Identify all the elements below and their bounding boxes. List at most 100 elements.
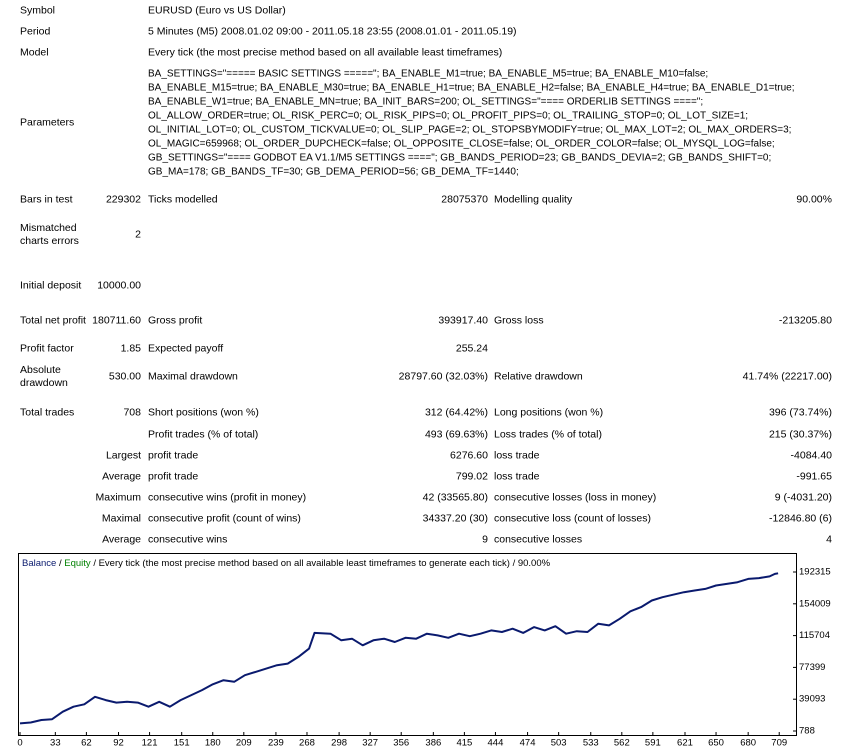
cell-label: consecutive losses (loss in money) <box>494 491 657 504</box>
chart-frame <box>18 553 797 736</box>
cell-label: Relative drawdown <box>494 370 583 383</box>
cell-value: 530.00 <box>108 370 141 383</box>
chart-title: Balance / Equity / Every tick (the most … <box>22 558 551 569</box>
cell-value: 396 (73.74%) <box>768 406 832 419</box>
cell-label: Maximal drawdown <box>148 370 238 383</box>
cell-label: profit trade <box>148 449 199 462</box>
parameters-line: BA_ENABLE_W1=true; BA_ENABLE_MN=true; BA… <box>148 96 704 108</box>
cell-label: consecutive loss (count of losses) <box>494 512 651 525</box>
cell-label: loss trade <box>494 470 540 483</box>
cell-value: -4084.40 <box>790 449 832 462</box>
cell-label: Expected payoff <box>148 342 224 355</box>
x-tick-label: 386 <box>425 738 441 749</box>
parameters-line: GB_SETTINGS="==== GODBOT EA V1.1/M5 SETT… <box>148 152 772 164</box>
cell-value: Maximal <box>101 512 141 525</box>
cell-value: 312 (64.42%) <box>424 406 488 419</box>
x-tick-label: 650 <box>708 738 724 749</box>
cell-label: Ticks modelled <box>148 193 218 206</box>
x-tick-label: 356 <box>393 738 409 749</box>
cell-value: 28797.60 (32.03%) <box>398 370 488 383</box>
cell-label: loss trade <box>494 449 540 462</box>
cell-value: 229302 <box>105 193 141 206</box>
cell-value: Maximum <box>95 491 141 504</box>
x-tick-label: 709 <box>771 738 787 749</box>
cell-value: 180711.60 <box>92 314 141 327</box>
cell-value: 9 (-4031.20) <box>774 491 832 504</box>
cell-label: Modelling quality <box>494 193 573 206</box>
balance-line <box>19 572 779 725</box>
legend-balance: Balance <box>22 558 56 569</box>
cell-label: Long positions (won %) <box>494 406 604 419</box>
y-tick-label: 788 <box>799 726 815 737</box>
parameters-line: BA_SETTINGS="===== BASIC SETTINGS ====="… <box>148 68 709 80</box>
x-tick-label: 239 <box>268 738 284 749</box>
cell-value: 799.02 <box>455 470 488 483</box>
cell-value: 34337.20 (30) <box>422 512 488 525</box>
separator: / <box>59 558 62 569</box>
cell-value: 28075370 <box>441 193 488 206</box>
cell-value: 2 <box>135 228 141 241</box>
cell-value: 41.74% (22217.00) <box>742 370 832 383</box>
cell-value: -991.65 <box>796 470 832 483</box>
x-tick-label: 268 <box>299 738 315 749</box>
cell-label: Every tick (the most precise method base… <box>148 46 503 59</box>
x-tick-label: 121 <box>142 738 158 749</box>
cell-label: Profit factor <box>20 342 74 355</box>
cell-value: Average <box>102 533 141 546</box>
y-tick-label: 77399 <box>799 662 825 673</box>
cell-label: Bars in test <box>20 193 73 206</box>
cell-label: Mismatched charts errors <box>20 222 79 247</box>
cell-label: 5 Minutes (M5) 2008.01.02 09:00 - 2011.0… <box>148 25 517 38</box>
cell-value: 215 (30.37%) <box>768 428 832 441</box>
cell-value: -12846.80 (6) <box>768 512 832 525</box>
x-tick-label: 444 <box>488 738 504 749</box>
cell-label: Total net profit <box>20 314 86 327</box>
cell-label: consecutive wins <box>148 533 228 546</box>
balance-chart: Balance / Equity / Every tick (the most … <box>17 553 831 749</box>
x-tick-label: 62 <box>81 738 92 749</box>
y-tick-label: 154009 <box>799 598 831 609</box>
cell-label: consecutive losses <box>494 533 583 546</box>
legend-equity: Equity <box>64 558 91 569</box>
cell-value: 90.00% <box>796 193 832 206</box>
cell-value: 4 <box>826 533 832 546</box>
cell-value: 6276.60 <box>450 449 488 462</box>
x-tick-label: 180 <box>205 738 221 749</box>
cell-label: Gross profit <box>148 314 203 327</box>
cell-value: 42 (33565.80) <box>422 491 488 504</box>
parameters-line: OL_MAGIC=659968; OL_ORDER_DUPCHECK=false… <box>148 138 775 150</box>
x-tick-label: 327 <box>362 738 378 749</box>
cell-value: 493 (69.63%) <box>424 428 488 441</box>
cell-value: 255.24 <box>455 342 488 355</box>
cell-label: Period <box>20 25 51 38</box>
cell-value: 9 <box>482 533 488 546</box>
x-tick-label: 680 <box>740 738 756 749</box>
cell-value: 1.85 <box>120 342 141 355</box>
cell-label: Initial deposit <box>20 279 82 292</box>
x-tick-label: 92 <box>113 738 124 749</box>
cell-label: Loss trades (% of total) <box>494 428 602 441</box>
cell-value: Average <box>102 470 141 483</box>
cell-label: profit trade <box>148 470 199 483</box>
parameters-line: OL_INITIAL_LOT=0; OL_CUSTOM_TICKVALUE=0;… <box>148 124 792 136</box>
cell-label: Short positions (won %) <box>148 406 259 419</box>
cell-label: Total trades <box>20 406 75 419</box>
parameters-line: OL_ALLOW_ORDER=true; OL_RISK_PERC=0; OL_… <box>148 110 749 122</box>
cell-label: consecutive profit (count of wins) <box>148 512 301 525</box>
y-tick-label: 115704 <box>799 630 830 641</box>
parameters-line: BA_ENABLE_M15=true; BA_ENABLE_M30=true; … <box>148 82 795 94</box>
x-tick-label: 151 <box>174 738 190 749</box>
parameters-line: GB_MA=178; GB_BANDS_TF=30; GB_DEMA_PERIO… <box>148 166 519 178</box>
cell-value: 10000.00 <box>97 279 141 292</box>
x-tick-label: 298 <box>331 738 347 749</box>
cell-label: EURUSD (Euro vs US Dollar) <box>148 4 286 17</box>
cell-label: Absolute drawdown <box>20 364 68 389</box>
x-tick-label: 0 <box>17 738 22 749</box>
cell-label: Symbol <box>20 4 56 17</box>
chart-subtitle: Every tick (the most precise method base… <box>99 558 551 569</box>
x-tick-label: 209 <box>236 738 252 749</box>
y-tick-label: 39093 <box>799 694 825 705</box>
parameters-label: Parameters <box>20 116 75 129</box>
x-tick-label: 621 <box>677 738 693 749</box>
cell-label: consecutive wins (profit in money) <box>148 491 307 504</box>
